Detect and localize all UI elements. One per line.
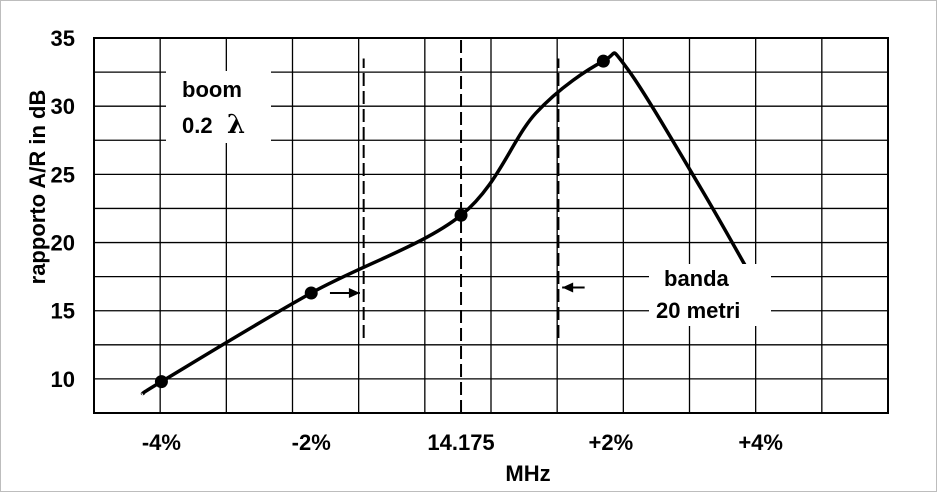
y-tick-label: 15 [51,299,75,324]
y-tick-labels: 10 15 20 25 30 35 [51,26,75,392]
boom-label-line1: boom [182,77,242,102]
x-axis-title: MHz [505,461,550,486]
plot-border [93,37,889,414]
arrow-head [348,288,360,298]
arrows [329,282,585,298]
boom-label-background [166,71,271,143]
y-tick-label: 25 [51,162,75,187]
x-tick-labels: -4% -2% 14.175 +2% +4% [142,430,783,455]
x-tick-label: +2% [589,430,634,455]
banda-label-background [649,264,771,326]
boom-label-line2: 0.2 [182,113,213,138]
data-point [596,54,610,68]
series-line [140,51,763,396]
x-tick-label: +4% [738,430,783,455]
data-point [304,286,318,300]
y-tick-label: 30 [51,94,75,119]
data-point [154,375,168,389]
y-tick-label: 20 [51,231,75,256]
y-tick-label: 35 [51,26,75,51]
dashed-lines [362,38,560,413]
x-tick-label: -2% [292,430,331,455]
y-axis-title: rapporto A/R in dB [25,90,50,285]
x-tick-label: -4% [142,430,181,455]
banda-label-line1: banda [664,266,730,291]
arrow-head [562,282,574,293]
banda-label-line2: 20 metri [656,298,740,323]
x-tick-label: 14.175 [427,430,494,455]
y-tick-label: 10 [51,367,75,392]
series [140,51,763,396]
data-point [454,208,468,222]
lambda-symbol: λ [227,110,245,140]
